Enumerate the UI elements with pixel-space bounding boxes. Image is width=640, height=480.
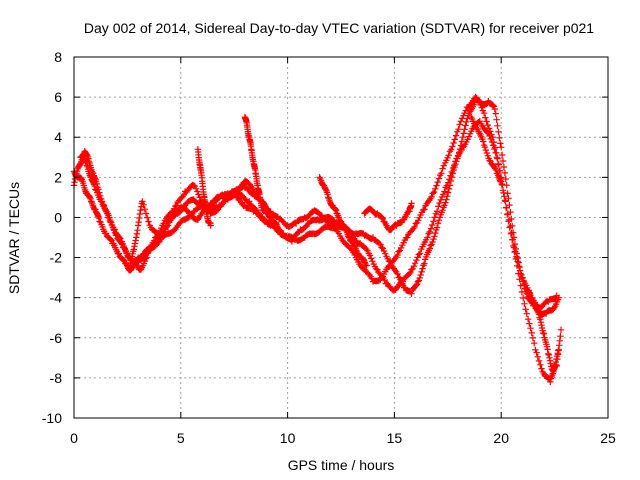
- y-tick-label: -6: [50, 330, 63, 346]
- x-tick-label: 20: [493, 430, 509, 446]
- y-axis-label: SDTVAR / TECUs: [6, 182, 22, 294]
- y-tick-labels: -10 -8 -6 -4 -2 0 2 4 6 8: [42, 49, 62, 426]
- y-tick-label: -8: [50, 370, 63, 386]
- y-tick-label: -2: [50, 250, 63, 266]
- marker-path: [194, 146, 214, 229]
- marker-path: [468, 114, 505, 185]
- series-track-8: [361, 200, 415, 234]
- x-axis-label: GPS time / hours: [288, 457, 395, 473]
- series-track-5: [194, 146, 214, 229]
- marker-path: [316, 174, 370, 269]
- x-tick-label: 10: [280, 430, 296, 446]
- x-tick-label: 5: [177, 430, 185, 446]
- y-tick-label: -4: [50, 290, 63, 306]
- x-tick-label: 0: [70, 430, 78, 446]
- x-tick-labels: 0 5 10 15 20 25: [70, 430, 616, 446]
- y-tick-label: 2: [54, 169, 62, 185]
- chart-title: Day 002 of 2014, Sidereal Day-to-day VTE…: [84, 20, 594, 36]
- series-track-10: [523, 286, 565, 374]
- marker-path: [523, 286, 565, 374]
- y-tick-label: 6: [54, 89, 62, 105]
- y-tick-label: 0: [54, 209, 62, 225]
- y-tick-label: 4: [54, 129, 62, 145]
- x-tick-label: 15: [387, 430, 403, 446]
- x-tick-label: 25: [600, 430, 616, 446]
- marker-path: [241, 114, 283, 233]
- y-tick-label: 8: [54, 49, 62, 65]
- plot-frame: [73, 56, 609, 419]
- series-track-7: [316, 174, 370, 269]
- series-track-9: [468, 114, 505, 185]
- y-tick-label: -10: [42, 410, 62, 426]
- series-track-6: [241, 114, 283, 233]
- axis-ticks: [73, 56, 609, 419]
- marker-path: [361, 200, 415, 234]
